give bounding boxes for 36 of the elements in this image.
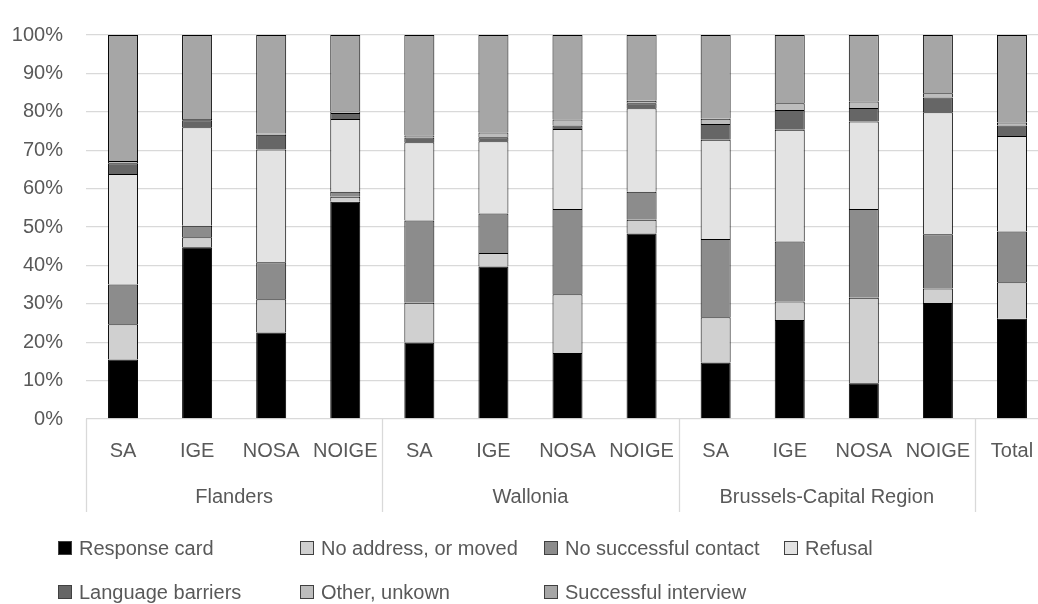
y-tick-label: 80% bbox=[22, 99, 64, 122]
bar bbox=[330, 201, 361, 419]
legend-label: Response card bbox=[79, 536, 214, 560]
x-tick-label: NOIGE bbox=[313, 438, 378, 461]
y-tick-label: 50% bbox=[22, 214, 64, 237]
x-tick-label: IGE bbox=[179, 438, 215, 461]
x-tick-label: NOSA bbox=[242, 438, 301, 461]
y-tick-label: 40% bbox=[22, 252, 64, 275]
x-tick-label: SA bbox=[109, 438, 138, 461]
text: Wallonia bbox=[492, 484, 570, 507]
y-tick-label: 70% bbox=[22, 137, 64, 160]
x-tick-label: NOIGE bbox=[905, 438, 971, 461]
y-tick-label: 100% bbox=[11, 22, 64, 45]
bar bbox=[552, 352, 583, 419]
legend-label: No successful contact bbox=[565, 536, 760, 560]
y-tick-label: 30% bbox=[22, 291, 64, 314]
x-tick-label: IGE bbox=[476, 438, 511, 461]
x-tick-label: IGE bbox=[772, 438, 807, 461]
x-tick-label: NOSA bbox=[835, 438, 893, 461]
x-tick-label: SA bbox=[702, 438, 730, 461]
legend-label: Language barriers bbox=[79, 580, 242, 604]
y-tick-label: 10% bbox=[22, 368, 64, 391]
text: Brussels-Capital Region bbox=[719, 484, 935, 507]
y-tick-label: 60% bbox=[22, 176, 64, 199]
y-tick-label: 90% bbox=[22, 60, 64, 83]
x-tick-label: NOIGE bbox=[609, 438, 674, 461]
x-tick-label: NOSA bbox=[539, 438, 597, 461]
legend-label: No address, or moved bbox=[321, 536, 518, 560]
text: Flanders bbox=[195, 484, 274, 507]
legend-label: Other, unkown bbox=[321, 580, 450, 604]
legend-label: Successful interview bbox=[565, 580, 747, 604]
y-tick-label: 20% bbox=[22, 329, 64, 352]
y-tick-label: 0% bbox=[34, 406, 64, 429]
x-tick-label: SA bbox=[406, 438, 434, 461]
legend-label: Refusal bbox=[805, 536, 873, 560]
x-tick-label: Total bbox=[990, 438, 1034, 461]
